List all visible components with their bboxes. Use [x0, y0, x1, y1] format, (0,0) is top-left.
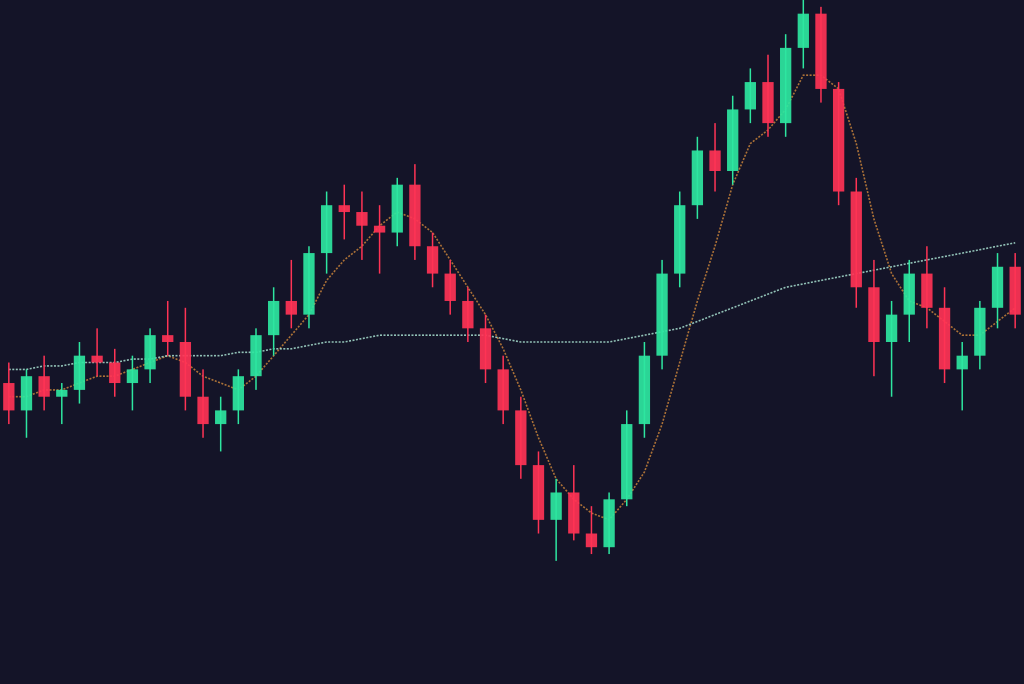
- candle-body: [638, 355, 651, 425]
- candle-body: [603, 499, 615, 548]
- candle-body: [991, 266, 1004, 308]
- candle-body: [391, 184, 403, 233]
- candle-body: [56, 389, 68, 397]
- candle-body: [356, 212, 368, 226]
- candle-body: [938, 307, 951, 370]
- candle-body: [91, 355, 103, 363]
- candle-body: [162, 335, 174, 342]
- candle-body: [903, 273, 915, 315]
- candle-body: [444, 273, 456, 301]
- candle-body: [268, 300, 280, 336]
- candle-body: [885, 314, 898, 342]
- candle-body: [621, 424, 633, 500]
- candle-body: [250, 335, 262, 377]
- candle-body: [868, 287, 880, 342]
- candle-body: [762, 82, 774, 124]
- candle-body: [215, 410, 227, 425]
- candle-body: [727, 109, 739, 171]
- candle-body: [532, 465, 545, 520]
- candle-body: [780, 47, 792, 124]
- candle-body: [709, 150, 721, 171]
- candle-body: [3, 383, 15, 411]
- candle-body: [921, 273, 933, 308]
- candle-body: [956, 355, 968, 370]
- candle-body: [373, 225, 386, 233]
- candle-body: [1009, 266, 1021, 315]
- candle-body: [232, 376, 244, 411]
- candle-body: [144, 335, 156, 370]
- candle-body: [691, 150, 704, 206]
- candle-body: [109, 362, 121, 384]
- candle-body: [20, 376, 33, 411]
- candle-body: [285, 300, 297, 315]
- candle-body: [850, 191, 862, 288]
- candle-body: [832, 88, 845, 192]
- candle-body: [674, 205, 686, 274]
- candle-body: [585, 533, 598, 548]
- candle-body: [568, 492, 580, 534]
- candle-body: [462, 300, 474, 329]
- candle-body: [303, 253, 315, 315]
- candle-body: [426, 246, 439, 274]
- candle-body: [550, 492, 562, 520]
- candle-body: [656, 273, 668, 356]
- candle-body: [320, 205, 333, 254]
- candle-body: [179, 342, 192, 397]
- candle-body: [797, 13, 809, 48]
- candle-body: [409, 184, 421, 247]
- candle-body: [197, 396, 209, 425]
- candle-body: [338, 205, 350, 213]
- moving-average-line: [8, 74, 1016, 521]
- candle-body: [126, 369, 139, 384]
- candle-body: [479, 328, 492, 370]
- candle-body: [497, 369, 509, 411]
- candle-body: [744, 82, 756, 110]
- candle-body: [38, 376, 50, 397]
- candle-body: [73, 355, 86, 390]
- candle-body: [974, 307, 986, 356]
- candle-body: [515, 410, 527, 466]
- candle-body: [815, 13, 827, 89]
- moving-average-line: [8, 242, 1016, 371]
